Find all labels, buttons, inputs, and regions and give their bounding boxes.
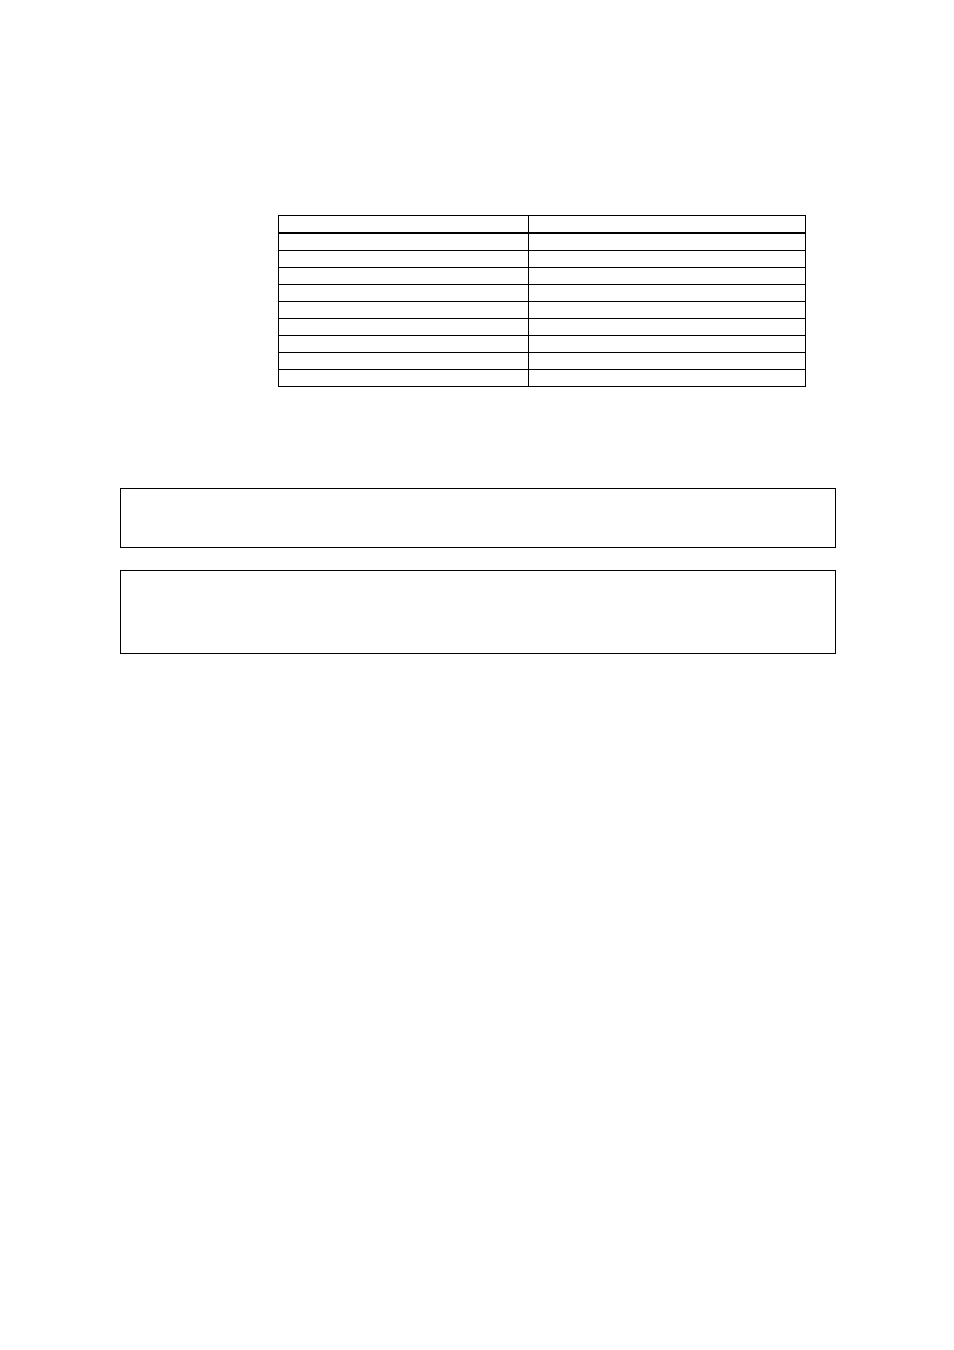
table-cell [529, 268, 806, 285]
table-cell [529, 319, 806, 336]
table-cell [279, 302, 529, 319]
content-box-1 [120, 488, 836, 548]
table-cell [279, 370, 529, 387]
table-cell [279, 353, 529, 370]
table-cell [529, 370, 806, 387]
table-row [279, 302, 806, 319]
table-cell [529, 216, 806, 234]
table-cell [529, 302, 806, 319]
table-cell [279, 319, 529, 336]
content-box-2 [120, 570, 836, 654]
table-row [279, 319, 806, 336]
data-table [278, 215, 806, 387]
table-cell [279, 251, 529, 268]
table-cell [279, 268, 529, 285]
table-header-row [279, 216, 806, 234]
table-row [279, 353, 806, 370]
table-cell [279, 216, 529, 234]
table-row [279, 336, 806, 353]
table-cell [529, 336, 806, 353]
table-row [279, 370, 806, 387]
table-row [279, 268, 806, 285]
table-cell [529, 251, 806, 268]
table-row [279, 285, 806, 302]
document-page [0, 0, 954, 1350]
table-row [279, 251, 806, 268]
table-cell [529, 353, 806, 370]
table-cell [279, 336, 529, 353]
table-cell [529, 285, 806, 302]
table-cell [279, 285, 529, 302]
table-cell [529, 233, 806, 251]
table-row [279, 233, 806, 251]
table-cell [279, 233, 529, 251]
